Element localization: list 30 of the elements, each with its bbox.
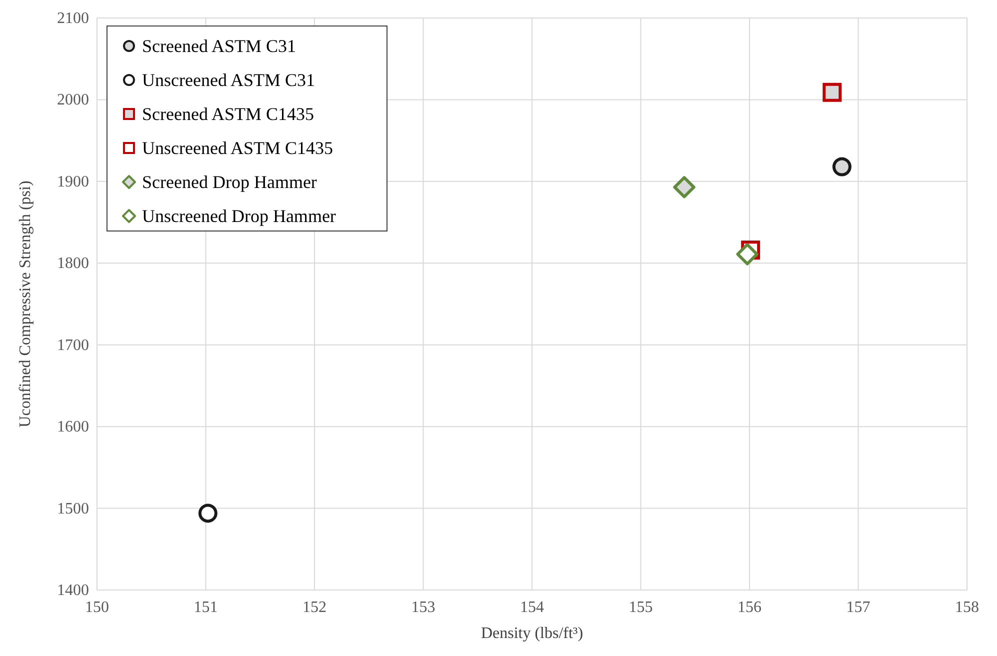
x-tick-label: 157 <box>846 599 870 616</box>
point <box>832 157 852 176</box>
legend-label: Unscreened ASTM C1435 <box>142 138 333 158</box>
legend-label: Unscreened Drop Hammer <box>142 206 336 226</box>
x-tick-label: 150 <box>85 599 109 616</box>
point <box>822 82 842 102</box>
x-tick-label: 151 <box>194 599 218 616</box>
y-tick-label: 2100 <box>57 10 89 27</box>
x-tick-label: 155 <box>628 599 653 616</box>
x-tick-label: 156 <box>738 599 762 616</box>
y-tick-label: 1900 <box>57 173 89 190</box>
point <box>198 504 218 523</box>
y-tick-label: 1400 <box>57 582 89 599</box>
point <box>673 176 696 198</box>
point <box>736 243 758 266</box>
x-axis-title: Density (lbs/ft³) <box>480 625 584 642</box>
y-tick-label: 1600 <box>57 418 89 436</box>
y-tick-label: 2000 <box>57 92 89 109</box>
y-tick-label: 1700 <box>57 336 89 354</box>
legend-label: Screened ASTM C1435 <box>142 104 314 124</box>
y-tick-label: 1800 <box>57 255 89 272</box>
x-tick-label: 153 <box>411 599 436 616</box>
legend-label: Screened ASTM C31 <box>142 36 296 56</box>
x-tick-label: 152 <box>302 599 326 616</box>
x-tick-label: 154 <box>520 599 544 616</box>
x-tick-label: 158 <box>955 599 979 616</box>
y-tick-label: 1500 <box>57 500 89 518</box>
y-axis-title: Uconfined Compressive Strength (psi) <box>17 180 34 428</box>
legend-label: Unscreened ASTM C31 <box>142 70 315 90</box>
legend-label: Screened Drop Hammer <box>142 172 317 192</box>
